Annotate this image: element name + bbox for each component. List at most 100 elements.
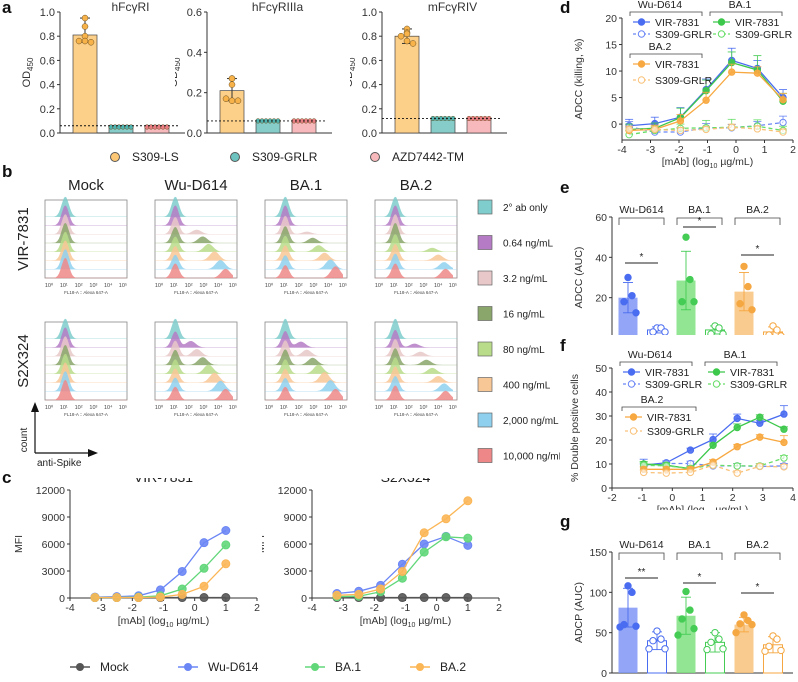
data-point xyxy=(733,423,741,432)
histogram-7 xyxy=(269,386,343,400)
legend-label: 0.64 ng/mL xyxy=(503,239,553,250)
legend-swatch xyxy=(477,448,493,463)
y-tick-label: 10 xyxy=(605,66,617,78)
legend-bracket xyxy=(704,361,778,366)
data-point xyxy=(403,37,411,45)
column-header: Mock xyxy=(68,177,104,194)
data-point xyxy=(773,326,781,334)
legend-marker-icon xyxy=(712,380,721,388)
histogram-6 xyxy=(269,255,343,270)
x-tick-label: 1 xyxy=(762,144,768,156)
x-tick-label: 1 xyxy=(223,602,229,614)
data-point xyxy=(332,590,342,600)
histogram-frame xyxy=(44,321,128,401)
data-point xyxy=(702,96,710,104)
legend-swatch xyxy=(477,341,493,357)
x-tick-label: 10² xyxy=(75,405,83,411)
data-point xyxy=(779,128,787,136)
y-tick-label: 0.2 xyxy=(40,104,55,116)
x-tick-label: 2 xyxy=(496,602,502,614)
data-point xyxy=(639,468,648,477)
legend-label: 400 ng/mL xyxy=(503,381,551,392)
group-bracket xyxy=(618,552,665,560)
y-tick-label: 3000 xyxy=(284,566,308,578)
bar xyxy=(430,118,456,134)
group-bracket xyxy=(734,552,781,560)
legend-dot-icon xyxy=(230,152,240,162)
y-tick-label: 50 xyxy=(595,363,607,375)
arrow-right-icon xyxy=(88,449,98,457)
y-tick-label: 5 xyxy=(611,93,617,105)
legend-group-title: BA.2 xyxy=(649,41,672,53)
data-point xyxy=(761,647,769,655)
y-axis-label-sub: 450 xyxy=(26,57,35,71)
x-axis-label-sub: 10 xyxy=(408,622,416,629)
data-point xyxy=(441,593,451,603)
panel-label-b: b xyxy=(2,162,13,181)
x-tick-label: 10⁵ xyxy=(449,282,457,289)
x-tick-label: -4 xyxy=(617,144,626,156)
chart-adcp-auc: 0 50 100 150 ADCP (AUC) Wu-D614 ** BA.1 * BA.2 * xyxy=(573,539,793,680)
data-point xyxy=(75,37,83,45)
legend-label: S309-GRLR xyxy=(730,379,788,391)
legend-label: VIR-7831 xyxy=(655,59,700,71)
y-axis-label: MFI xyxy=(13,535,25,553)
panel-label-c: c xyxy=(2,468,12,487)
x-tick-label: 10⁵ xyxy=(119,404,127,411)
column-header: BA.2 xyxy=(400,177,433,194)
data-point xyxy=(709,441,717,449)
legend-dot-icon xyxy=(110,152,120,162)
legend-group-title: Wu-D614 xyxy=(628,349,672,361)
legend-marker-icon xyxy=(712,368,721,376)
data-point xyxy=(403,30,411,38)
y-axis-label: OD450 xyxy=(21,57,35,87)
x-axis-label-sub: 10 xyxy=(710,163,718,170)
x-tick-label: 10² xyxy=(75,283,83,289)
panel-label-a: a xyxy=(2,0,12,17)
data-point xyxy=(678,298,686,306)
legend-bracket xyxy=(619,361,693,366)
significance-mark: * xyxy=(640,252,644,263)
y-tick-label: 40 xyxy=(595,387,607,399)
significance-mark: * xyxy=(698,572,702,583)
data-point xyxy=(441,514,451,524)
y-tick-label: 20 xyxy=(595,435,607,447)
data-point xyxy=(199,538,209,548)
data-point xyxy=(765,642,773,651)
y-tick-label: 0.8 xyxy=(362,31,377,43)
data-point xyxy=(234,97,242,104)
x-tick-label: 10² xyxy=(185,283,193,289)
legend-label: 10,000 ng/mL xyxy=(503,452,560,463)
x-axis-label-sub: 10 xyxy=(166,622,174,629)
legend-label: S309-GRLR xyxy=(252,150,318,164)
data-point xyxy=(419,528,429,538)
y-axis-label: ADCC (killing, %) xyxy=(573,38,585,119)
x-tick-label: 10¹ xyxy=(390,405,398,411)
x-tick-label: 10⁵ xyxy=(339,404,347,411)
legend-swatch xyxy=(477,199,493,215)
legend-marker-icon xyxy=(629,427,638,435)
significance-mark: * xyxy=(756,582,760,593)
data-point xyxy=(690,624,698,633)
data-point xyxy=(81,14,89,22)
data-point xyxy=(690,298,698,306)
histogram-4 xyxy=(269,235,343,252)
x-tick-label: -2 xyxy=(674,144,683,156)
x-tick-label: -3 xyxy=(646,144,655,156)
y-tick-label: 0 xyxy=(601,333,607,335)
x-tick-label: 10⁰ xyxy=(45,404,54,411)
histogram-4 xyxy=(269,359,343,374)
histogram-5 xyxy=(159,246,233,261)
data-point xyxy=(703,645,711,654)
data-point xyxy=(709,461,717,469)
y-tick-label: 0.0 xyxy=(187,128,202,140)
legend-marker-icon xyxy=(76,663,84,671)
data-point xyxy=(221,526,231,535)
legend-a-item: S309-GRLR xyxy=(230,150,317,164)
y-axis-label: OD450 xyxy=(350,57,357,87)
legend-marker-icon xyxy=(637,30,646,38)
data-point xyxy=(221,559,231,569)
